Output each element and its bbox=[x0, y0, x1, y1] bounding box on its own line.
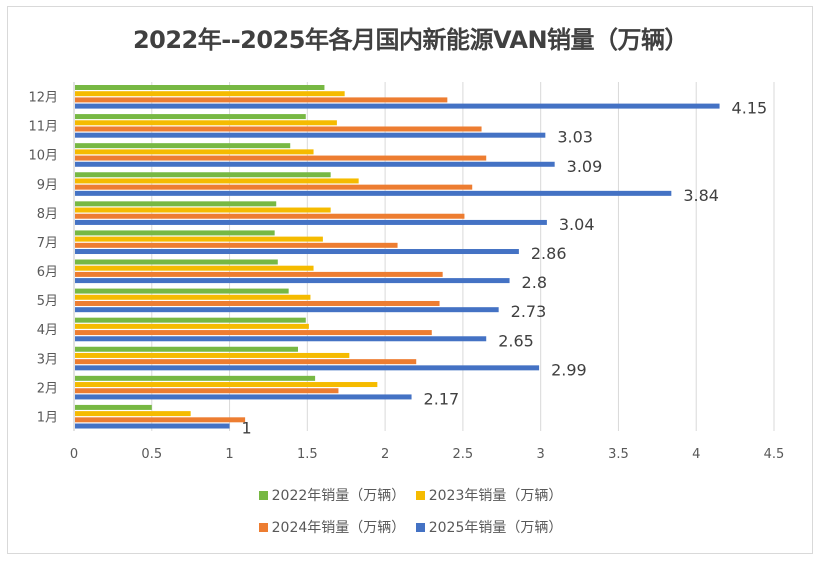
legend-row-2: 2024年销量（万辆） 2025年销量（万辆） bbox=[0, 517, 821, 537]
data-label: 2.17 bbox=[424, 389, 460, 408]
x-tick-label: 1.5 bbox=[297, 447, 318, 462]
legend-item-2025[interactable]: 2025年销量（万辆） bbox=[415, 517, 563, 537]
bar-2024 bbox=[75, 359, 417, 365]
bar-2023 bbox=[75, 207, 331, 213]
bar-2022 bbox=[75, 172, 331, 178]
data-label: 2.8 bbox=[522, 273, 547, 292]
bar-2023 bbox=[75, 120, 337, 126]
bar-2023 bbox=[75, 382, 378, 388]
y-category-label: 10月 bbox=[28, 149, 58, 164]
data-label: 3.84 bbox=[683, 186, 719, 205]
bar-2022 bbox=[75, 404, 152, 410]
bar-2024 bbox=[75, 388, 339, 394]
legend-swatch-2025 bbox=[415, 523, 425, 532]
y-category-label: 8月 bbox=[37, 207, 58, 222]
x-tick-label: 3 bbox=[537, 447, 545, 462]
legend-label-2025: 2025年销量（万辆） bbox=[428, 520, 563, 536]
bar-2023 bbox=[75, 149, 314, 155]
y-category-label: 1月 bbox=[37, 410, 58, 425]
x-tick-label: 0 bbox=[70, 447, 78, 462]
y-category-label: 12月 bbox=[28, 91, 58, 106]
bar-2025 bbox=[75, 249, 519, 255]
bar-2024 bbox=[75, 155, 487, 161]
data-label: 3.03 bbox=[557, 128, 593, 147]
legend-label-2022: 2022年销量（万辆） bbox=[271, 488, 406, 504]
bar-2023 bbox=[75, 178, 359, 184]
bar-2024 bbox=[75, 271, 443, 277]
legend-swatch-2023 bbox=[415, 491, 425, 500]
bar-2024 bbox=[75, 184, 473, 190]
legend-swatch-2022 bbox=[258, 491, 268, 500]
bar-2025 bbox=[75, 190, 672, 196]
bar-2023 bbox=[75, 236, 323, 242]
bar-2025 bbox=[75, 307, 499, 313]
data-label: 1 bbox=[242, 419, 252, 438]
y-category-label: 4月 bbox=[37, 323, 58, 338]
bar-2022 bbox=[75, 259, 278, 265]
bar-2025 bbox=[75, 336, 487, 342]
chart-title: 2022年--2025年各月国内新能源VAN销量（万辆） bbox=[132, 26, 689, 54]
bar-2024 bbox=[75, 97, 448, 103]
bar-2025 bbox=[75, 132, 546, 138]
bar-2025 bbox=[75, 103, 720, 109]
legend-item-2023[interactable]: 2023年销量（万辆） bbox=[415, 485, 563, 505]
y-category-label: 6月 bbox=[37, 265, 58, 280]
y-category-label: 2月 bbox=[37, 381, 58, 396]
data-label: 3.04 bbox=[559, 215, 595, 234]
y-category-label: 11月 bbox=[28, 120, 58, 135]
bar-2023 bbox=[75, 265, 314, 271]
bar-2025 bbox=[75, 219, 547, 225]
bar-2023 bbox=[75, 411, 191, 417]
bar-2022 bbox=[75, 114, 306, 120]
bar-2022 bbox=[75, 317, 306, 323]
bar-2024 bbox=[75, 417, 246, 423]
bar-2025 bbox=[75, 278, 510, 284]
data-label: 2.65 bbox=[498, 331, 534, 350]
y-category-label: 5月 bbox=[37, 294, 58, 309]
data-label: 2.86 bbox=[531, 244, 567, 263]
legend-swatch-2024 bbox=[258, 523, 268, 532]
bar-2022 bbox=[75, 375, 316, 381]
x-tick-label: 0.5 bbox=[141, 447, 162, 462]
bar-2024 bbox=[75, 330, 432, 336]
bar-2022 bbox=[75, 85, 325, 90]
bar-2025 bbox=[75, 394, 412, 400]
bar-2024 bbox=[75, 242, 398, 248]
bar-2022 bbox=[75, 288, 289, 294]
bar-2022 bbox=[75, 230, 275, 236]
bar-2024 bbox=[75, 213, 465, 219]
bar-2023 bbox=[75, 352, 350, 358]
bar-2022 bbox=[75, 143, 291, 149]
bar-2025 bbox=[75, 423, 230, 429]
legend-label-2024: 2024年销量（万辆） bbox=[271, 520, 406, 536]
data-label: 4.15 bbox=[732, 99, 768, 118]
bar-2024 bbox=[75, 126, 482, 132]
data-label: 2.73 bbox=[511, 302, 547, 321]
y-category-label: 3月 bbox=[37, 352, 58, 367]
y-category-label: 7月 bbox=[37, 236, 58, 251]
x-tick-label: 4 bbox=[692, 447, 700, 462]
data-label: 3.09 bbox=[567, 157, 603, 176]
legend-label-2023: 2023年销量（万辆） bbox=[428, 488, 563, 504]
bar-2024 bbox=[75, 300, 440, 306]
x-tick-label: 2.5 bbox=[453, 447, 474, 462]
y-category-label: 9月 bbox=[37, 178, 58, 193]
x-tick-label: 3.5 bbox=[608, 447, 629, 462]
bar-2025 bbox=[75, 365, 540, 371]
bar-2023 bbox=[75, 294, 311, 300]
legend-item-2022[interactable]: 2022年销量（万辆） bbox=[258, 485, 406, 505]
bar-2022 bbox=[75, 346, 298, 352]
bar-2022 bbox=[75, 201, 277, 207]
x-tick-label: 4.5 bbox=[764, 447, 785, 462]
bar-2025 bbox=[75, 161, 555, 167]
bar-2023 bbox=[75, 323, 309, 329]
x-tick-label: 2 bbox=[381, 447, 389, 462]
legend-item-2024[interactable]: 2024年销量（万辆） bbox=[258, 517, 406, 537]
bar-2023 bbox=[75, 91, 345, 97]
x-tick-label: 1 bbox=[225, 447, 233, 462]
legend-row-1: 2022年销量（万辆） 2023年销量（万辆） bbox=[0, 485, 821, 505]
data-label: 2.99 bbox=[551, 360, 587, 379]
